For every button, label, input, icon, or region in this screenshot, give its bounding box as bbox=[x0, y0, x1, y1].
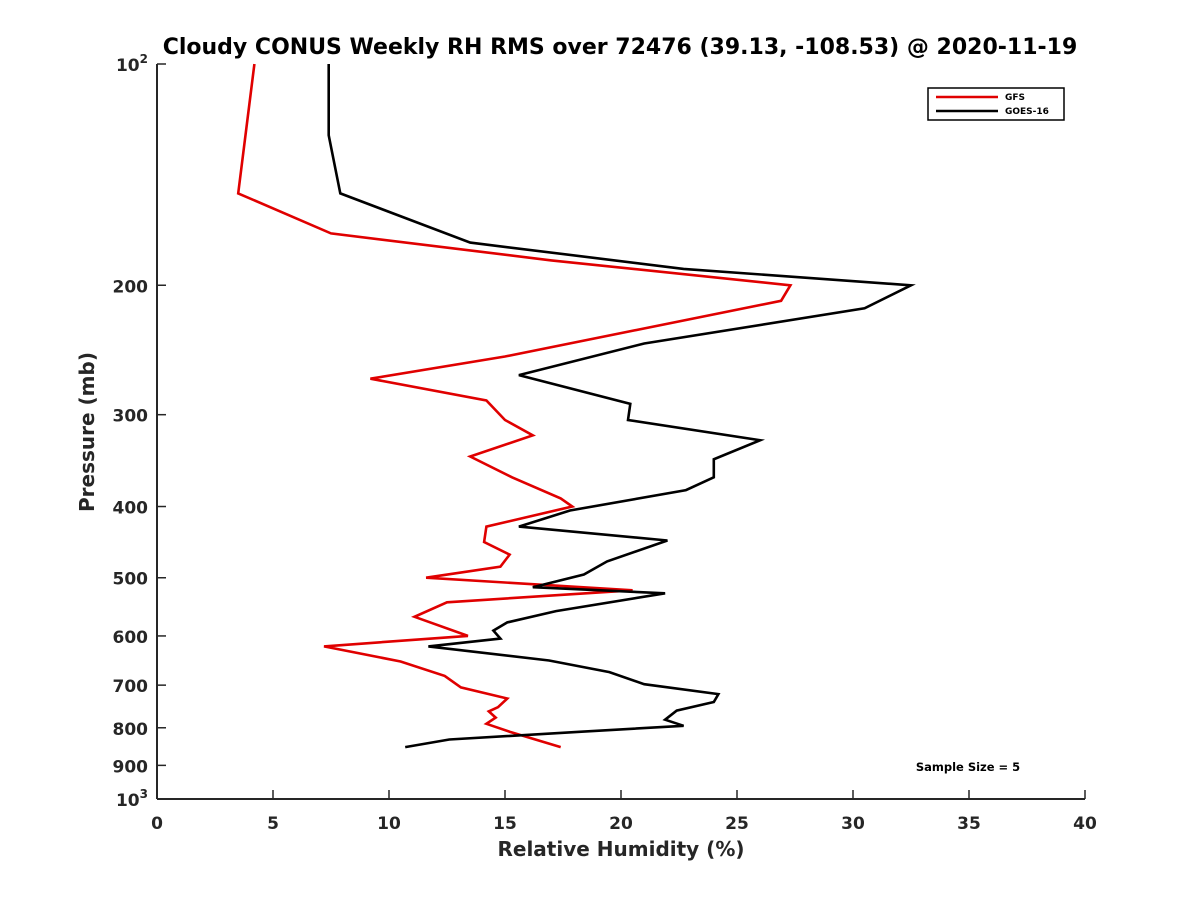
x-tick-label: 35 bbox=[957, 814, 981, 834]
y-tick-label: 700 bbox=[113, 677, 149, 697]
y-tick-label: 500 bbox=[113, 570, 149, 590]
x-axis: 0 5 10 15 20 25 30 35 40 bbox=[151, 790, 1097, 834]
y-tick-label: 200 bbox=[113, 277, 149, 297]
x-tick-label: 10 bbox=[377, 814, 401, 834]
series-line-gfs bbox=[236, 63, 793, 749]
legend-label-goes16: GOES-16 bbox=[1005, 107, 1049, 117]
y-tick-label: 400 bbox=[113, 499, 149, 519]
y-tick-label: 800 bbox=[113, 720, 149, 740]
x-tick-label: 5 bbox=[267, 814, 279, 834]
legend-label-gfs: GFS bbox=[1005, 93, 1025, 103]
x-tick-label: 30 bbox=[841, 814, 865, 834]
y-axis: 102 200 300 400 500 600 700 800 900 103 bbox=[113, 52, 166, 811]
x-axis-label: Relative Humidity (%) bbox=[497, 837, 744, 861]
legend: GFS GOES-16 bbox=[927, 87, 1065, 121]
legend-box bbox=[927, 87, 1065, 121]
y-tick-label: 102 bbox=[116, 52, 148, 76]
y-tick-label: 600 bbox=[113, 628, 149, 648]
sample-size-annotation: Sample Size = 5 bbox=[916, 760, 1020, 774]
chart-title: Cloudy CONUS Weekly RH RMS over 72476 (3… bbox=[163, 35, 1078, 60]
y-tick-label: 900 bbox=[113, 757, 149, 777]
series-layer bbox=[236, 63, 916, 749]
x-tick-label: 15 bbox=[493, 814, 517, 834]
series-line-goes16 bbox=[327, 64, 916, 749]
y-tick-label: 103 bbox=[116, 787, 148, 811]
y-tick-label: 300 bbox=[113, 407, 149, 427]
y-axis-label: Pressure (mb) bbox=[75, 352, 99, 512]
x-tick-label: 20 bbox=[609, 814, 633, 834]
x-tick-label: 40 bbox=[1073, 814, 1097, 834]
x-tick-label: 0 bbox=[151, 814, 163, 834]
x-tick-label: 25 bbox=[725, 814, 749, 834]
